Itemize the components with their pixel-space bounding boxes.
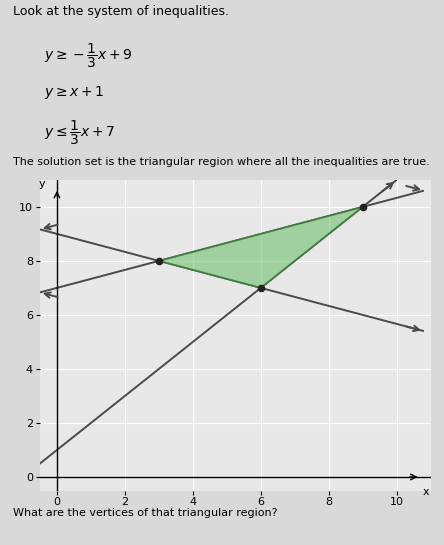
Text: $y \geq -\dfrac{1}{3}x + 9$: $y \geq -\dfrac{1}{3}x + 9$ [44, 42, 133, 70]
Text: $y \leq \dfrac{1}{3}x + 7$: $y \leq \dfrac{1}{3}x + 7$ [44, 119, 115, 147]
Polygon shape [159, 207, 363, 288]
Text: y: y [38, 179, 45, 189]
Text: $y \geq x + 1$: $y \geq x + 1$ [44, 84, 105, 101]
Text: Look at the system of inequalities.: Look at the system of inequalities. [13, 5, 229, 18]
Text: What are the vertices of that triangular region?: What are the vertices of that triangular… [13, 508, 278, 518]
Text: x: x [422, 487, 429, 497]
Text: The solution set is the triangular region where all the inequalities are true.: The solution set is the triangular regio… [13, 157, 430, 167]
